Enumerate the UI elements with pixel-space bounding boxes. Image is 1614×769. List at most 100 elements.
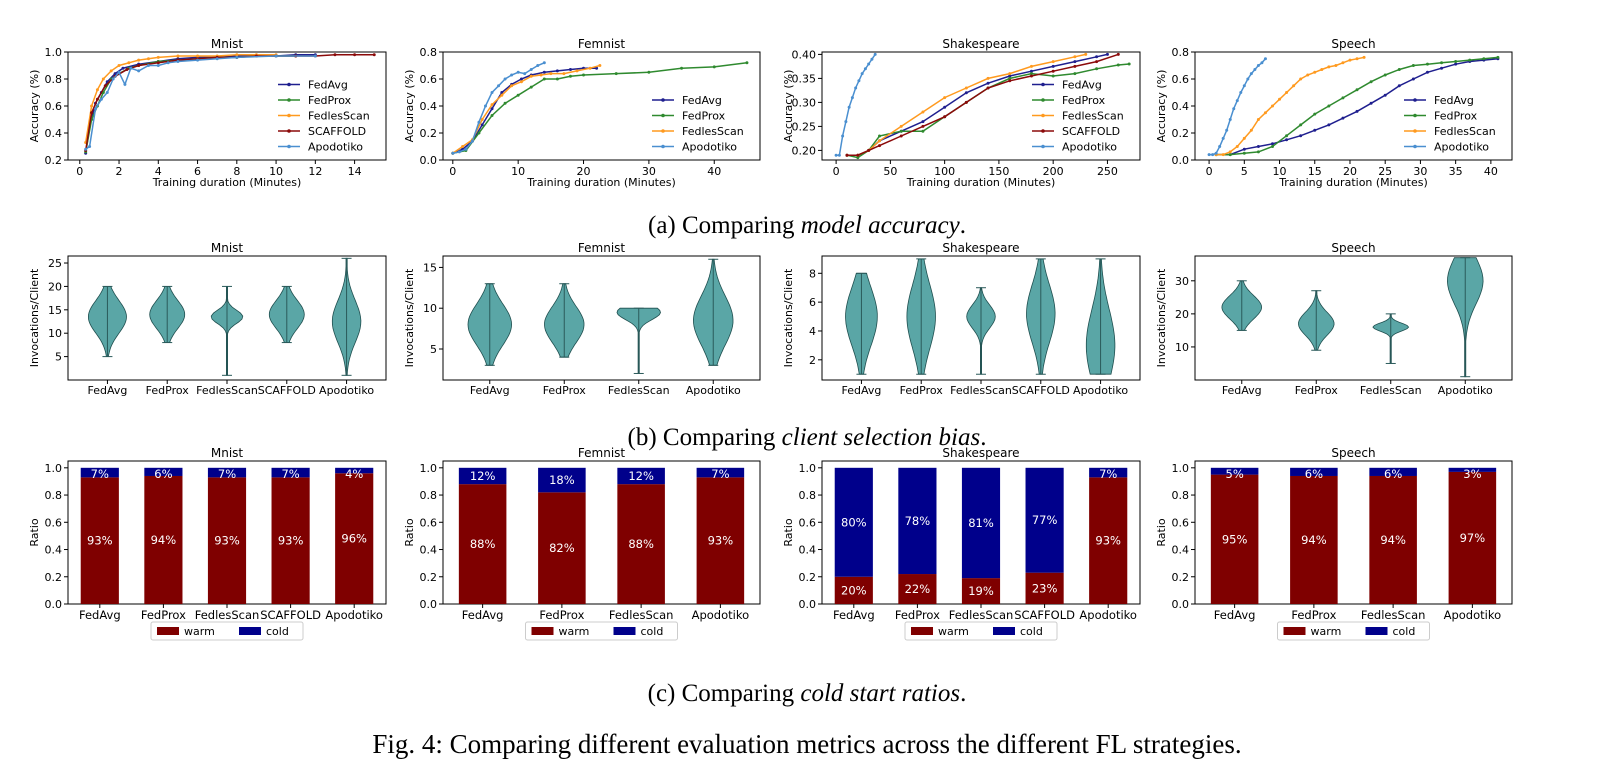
data-point (899, 124, 903, 128)
chart-title: Femnist (578, 446, 626, 460)
data-point (1105, 52, 1109, 56)
legend-label: Apodotiko (308, 141, 363, 154)
data-point (503, 77, 507, 81)
data-point (1263, 57, 1267, 61)
data-point (490, 113, 494, 117)
bar-cold-fedprox (538, 467, 586, 493)
chart-title: Mnist (211, 446, 244, 460)
warm-value-label: 94% (1380, 533, 1406, 547)
x-tick-label: FedAvg (462, 608, 504, 622)
data-point (1313, 128, 1317, 132)
y-tick-label: 0.8 (1172, 489, 1190, 502)
data-point (1355, 88, 1359, 92)
bar-warm-apodotiko (696, 477, 745, 604)
data-point (90, 104, 94, 108)
y-axis-label: Ratio (28, 518, 41, 547)
chart-title: Femnist (578, 241, 626, 255)
warm-value-label: 93% (1095, 534, 1121, 548)
y-tick-label: 0.2 (420, 571, 438, 584)
data-point (854, 86, 858, 90)
x-tick-label: SCAFFOLD (258, 384, 316, 397)
data-point (1228, 118, 1232, 121)
data-point (844, 120, 848, 124)
data-point (1327, 65, 1331, 69)
data-point (899, 129, 903, 133)
data-point (1207, 153, 1211, 157)
y-tick-label: 0.0 (1172, 154, 1190, 167)
x-tick-label: 10 (1273, 165, 1287, 178)
cold-value-label: 12% (470, 469, 496, 483)
x-tick-label: SCAFFOLD (260, 608, 321, 622)
bar-warm-fedavg (80, 477, 119, 604)
cold-value-label: 3% (1463, 467, 1481, 481)
data-point (156, 55, 160, 59)
legend-marker (1413, 98, 1417, 102)
data-point (834, 153, 838, 157)
data-point (1334, 64, 1338, 67)
cold-value-label: 4% (345, 467, 363, 481)
data-point (575, 69, 579, 73)
chart-title: Mnist (211, 241, 244, 255)
y-tick-label: 0.0 (420, 154, 438, 167)
x-axis-label: Training duration (Minutes) (906, 176, 1056, 189)
x-axis-label: Training duration (Minutes) (526, 176, 676, 189)
data-point (451, 151, 455, 155)
legend-marker (1041, 129, 1045, 133)
data-point (1270, 145, 1274, 148)
legend-swatch-warm (157, 627, 179, 635)
data-point (850, 96, 854, 100)
cold-value-label: 7% (1099, 467, 1117, 481)
legend-label: SCAFFOLD (308, 125, 366, 138)
series-line-fedlesscan (452, 64, 601, 154)
x-tick-label: FedProx (895, 608, 940, 622)
x-tick-label: FedProx (543, 384, 587, 397)
legend-label: FedProx (682, 110, 726, 123)
y-tick-label: 15 (423, 261, 437, 274)
bar-warm-scaffold (1025, 572, 1064, 604)
cold-value-label: 7% (91, 467, 109, 481)
y-tick-label: 0.4 (1172, 100, 1190, 113)
y-tick-label: 0.6 (45, 100, 63, 113)
data-point (1299, 134, 1303, 138)
bar-cold-fedavg (1210, 467, 1259, 475)
warm-value-label: 95% (1222, 532, 1248, 546)
chart-title: Shakespeare (942, 446, 1019, 460)
data-point (137, 58, 141, 62)
data-point (1270, 104, 1274, 108)
data-point (1029, 74, 1033, 78)
x-tick-label: FedProx (1291, 608, 1336, 622)
data-point (1327, 104, 1331, 108)
y-tick-label: 8 (809, 267, 816, 280)
series-line-apodotiko (836, 53, 876, 156)
bar-chart-mnist: Mnist Ratio 0.0 0.2 0.4 0.6 0.8 1.0 93% 7% FedAvg 9… (28, 446, 387, 641)
data-point (878, 134, 882, 138)
data-point (614, 72, 618, 76)
data-point (1249, 72, 1253, 76)
x-tick-label: FedProx (141, 608, 186, 622)
bar-cold-fedprox (1290, 467, 1338, 476)
warm-value-label: 88% (628, 537, 654, 551)
legend-marker (661, 98, 665, 102)
bar-cold-fedlesscan (207, 467, 247, 478)
data-point (1341, 96, 1345, 100)
x-tick-label: 150 (988, 165, 1009, 178)
data-point (555, 69, 559, 73)
bar-warm-fedprox (144, 475, 183, 604)
data-point (1355, 109, 1359, 113)
y-tick-label: 1.0 (420, 462, 438, 475)
data-point (1256, 118, 1260, 121)
data-point (1306, 73, 1310, 77)
data-point (1256, 145, 1260, 148)
data-point (943, 96, 947, 100)
x-tick-label: SCAFFOLD (1012, 384, 1070, 397)
data-point (196, 58, 200, 62)
legend-label: FedlesScan (682, 125, 744, 138)
x-tick-label: 35 (1449, 165, 1463, 178)
y-tick-label: 10 (48, 327, 62, 340)
legend-marker (1041, 98, 1045, 102)
data-point (568, 74, 572, 78)
x-tick-label: FedlesScan (609, 608, 674, 622)
data-point (1073, 60, 1077, 64)
data-point (516, 70, 520, 74)
bar-cold-fedprox (144, 467, 183, 476)
